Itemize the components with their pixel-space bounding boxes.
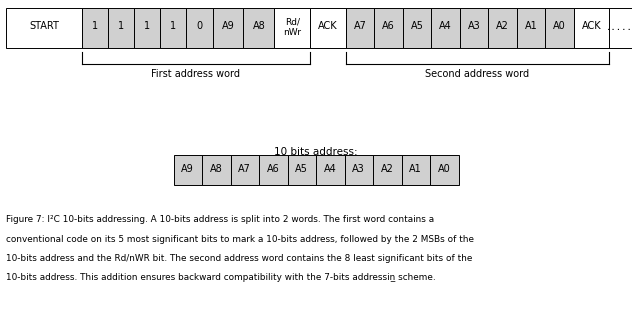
Bar [202, 155, 231, 185]
Bar [316, 155, 344, 185]
Text: A8: A8 [253, 21, 265, 31]
Text: A1: A1 [410, 164, 422, 174]
Bar [516, 8, 545, 48]
Text: A2: A2 [381, 164, 394, 174]
Text: 10-bits address. This addition ensures backward compatibility with the 7-bits ad: 10-bits address. This addition ensures b… [6, 274, 435, 283]
Bar [488, 8, 516, 48]
Bar [186, 8, 212, 48]
Bar [459, 8, 488, 48]
Bar [401, 155, 430, 185]
Bar [574, 8, 609, 48]
Bar [108, 8, 134, 48]
Bar [545, 8, 574, 48]
Text: A7: A7 [353, 21, 367, 31]
Bar [374, 8, 403, 48]
Bar [346, 8, 374, 48]
Text: conventional code on its 5 most significant bits to mark a 10-bits address, foll: conventional code on its 5 most signific… [6, 235, 474, 244]
Text: First address word: First address word [152, 69, 241, 79]
Text: .....: ..... [606, 23, 632, 33]
Bar [373, 155, 401, 185]
Text: A3: A3 [353, 164, 365, 174]
Bar [403, 8, 431, 48]
Text: A9: A9 [222, 21, 234, 31]
Text: A4: A4 [439, 21, 452, 31]
Text: 10-bits address and the Rd/nWR bit. The second address word contains the 8 least: 10-bits address and the Rd/nWR bit. The … [6, 254, 472, 263]
Text: A3: A3 [468, 21, 480, 31]
Text: A7: A7 [238, 164, 251, 174]
Bar [430, 155, 458, 185]
Text: 1: 1 [92, 21, 98, 31]
Text: A5: A5 [295, 164, 308, 174]
Bar [310, 8, 346, 48]
Text: A9: A9 [181, 164, 194, 174]
Text: A1: A1 [525, 21, 537, 31]
Text: 10 bits address:: 10 bits address: [274, 147, 358, 157]
Text: A6: A6 [267, 164, 279, 174]
Text: Figure 7: I²C 10-bits addressing. A 10-bits address is split into 2 words. The f: Figure 7: I²C 10-bits addressing. A 10-b… [6, 215, 434, 224]
Text: A2: A2 [496, 21, 509, 31]
Text: ACK: ACK [318, 21, 337, 31]
Text: A5: A5 [410, 21, 423, 31]
Text: A4: A4 [324, 164, 337, 174]
Text: A8: A8 [210, 164, 222, 174]
Text: Second address word: Second address word [425, 69, 530, 79]
Bar [259, 155, 288, 185]
Bar [161, 8, 186, 48]
Text: A6: A6 [382, 21, 395, 31]
Text: 1: 1 [118, 21, 125, 31]
Text: 1: 1 [144, 21, 150, 31]
Bar [243, 8, 274, 48]
Bar [431, 8, 459, 48]
Bar [82, 8, 108, 48]
Text: START: START [29, 21, 59, 31]
Text: 1: 1 [171, 21, 176, 31]
Text: A0: A0 [438, 164, 451, 174]
Bar [274, 8, 310, 48]
Bar [6, 8, 82, 48]
Text: A0: A0 [553, 21, 566, 31]
Bar [134, 8, 161, 48]
Bar [212, 8, 243, 48]
Bar [344, 155, 373, 185]
Bar [174, 155, 202, 185]
Text: Rd/
nWr: Rd/ nWr [283, 18, 301, 37]
Text: 0: 0 [197, 21, 203, 31]
Bar [288, 155, 316, 185]
Bar [231, 155, 259, 185]
Text: ACK: ACK [581, 21, 601, 31]
